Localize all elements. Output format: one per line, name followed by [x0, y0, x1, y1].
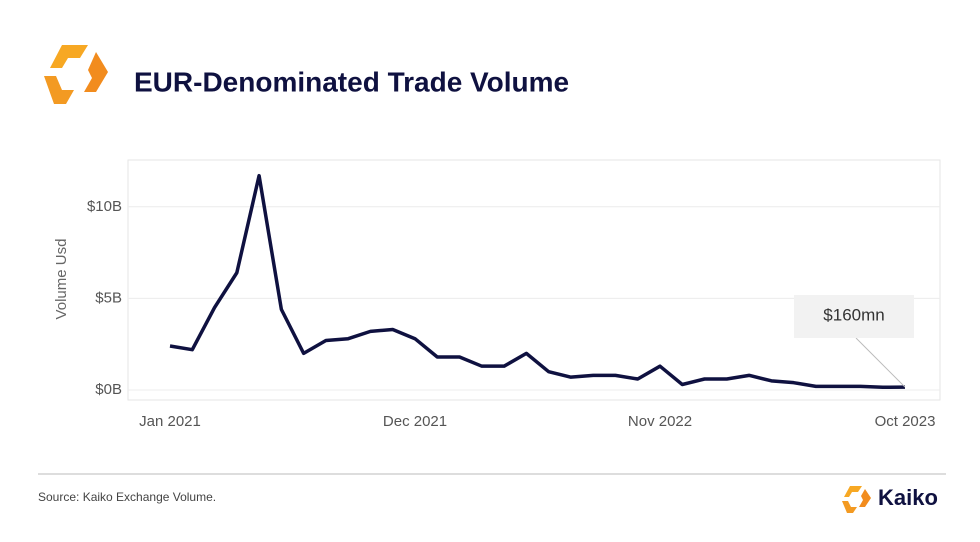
- plot-frame: [127, 159, 941, 401]
- source: Source: Kaiko Exchange Volume.: [38, 490, 216, 504]
- x-tick-label: Nov 2022: [628, 413, 692, 430]
- y-tick-label: $0B: [95, 381, 122, 398]
- title: EUR-Denominated Trade Volume: [134, 66, 569, 97]
- line-series: [169, 173, 906, 390]
- brand: Kaiko: [878, 485, 938, 510]
- x-tick-label: Oct 2023: [875, 413, 936, 430]
- annotation-leader: [855, 337, 906, 388]
- logo: [44, 45, 108, 104]
- y-tick-label: $5B: [95, 289, 122, 306]
- x-tick-label: Dec 2021: [383, 413, 447, 430]
- x-tick-label: Jan 2021: [139, 413, 201, 430]
- y-tick-label: $10B: [87, 198, 122, 215]
- brand-logo: [842, 486, 871, 513]
- y-axis-label: Volume Usd: [53, 239, 70, 320]
- annotation: $160mn: [823, 305, 884, 324]
- annotation-box: [794, 295, 914, 338]
